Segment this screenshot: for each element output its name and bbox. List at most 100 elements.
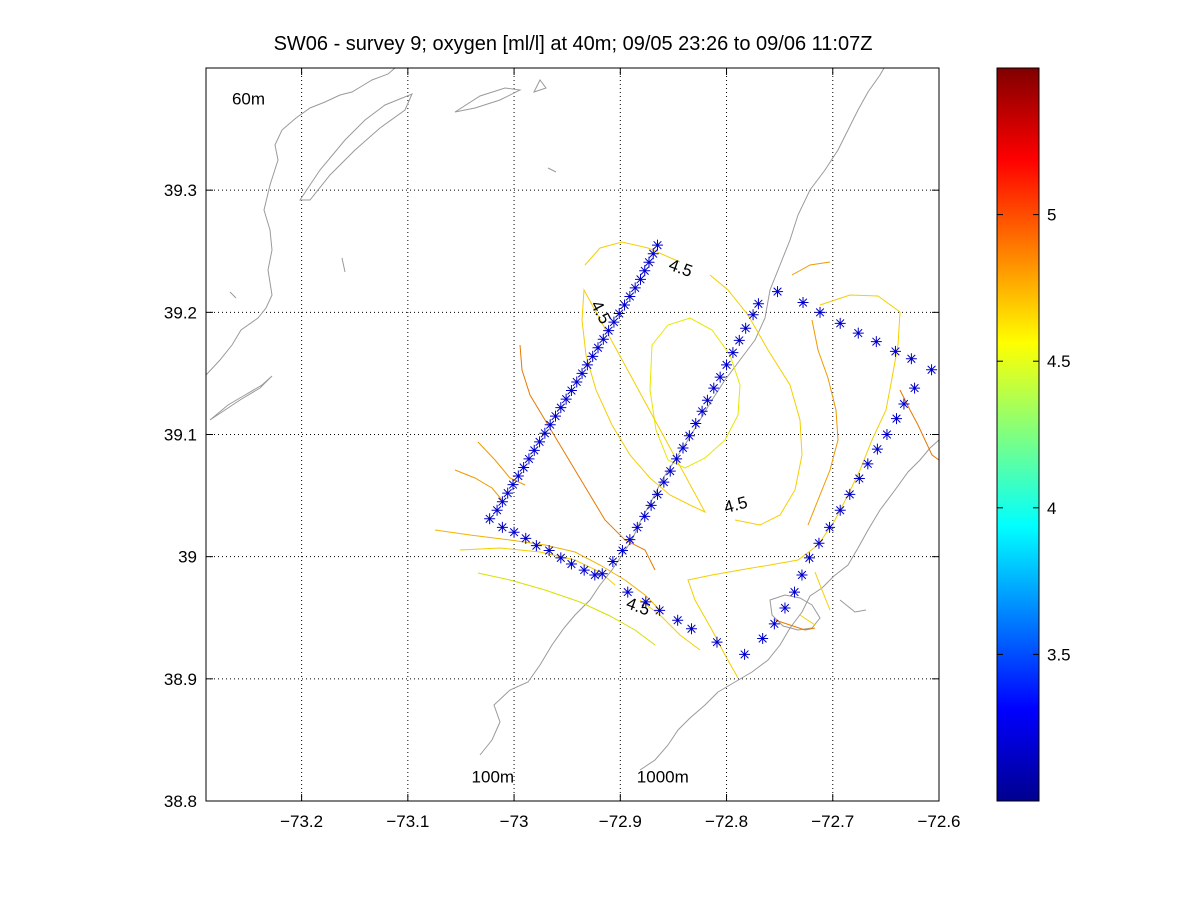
station-marker (613, 308, 625, 320)
station-marker (898, 398, 910, 410)
colorbar-tick-label: 3.5 (1047, 645, 1071, 664)
y-tick-label: 39.1 (164, 426, 197, 445)
station-marker (752, 298, 764, 310)
contour-4.6-line-west (454, 441, 526, 501)
y-axis-tick-labels: 38.8 38.9 39 39.1 39.2 39.3 (164, 181, 197, 811)
station-marker (555, 552, 567, 564)
station-marker (711, 636, 723, 648)
station-marker (747, 309, 759, 321)
station-marker (560, 393, 572, 405)
station-marker (576, 367, 588, 379)
station-marker (768, 618, 780, 630)
station-marker (834, 504, 846, 516)
station-marker (664, 465, 676, 477)
contour-4.5-line-east (687, 294, 901, 679)
contour-4.5-line-southeast (799, 571, 831, 626)
station-marker (587, 350, 599, 362)
station-marker (909, 382, 921, 394)
station-marker (624, 534, 636, 546)
isobath-1000m-line (639, 439, 939, 771)
contour-4.7-line-southeast (774, 619, 816, 631)
station-marker (685, 623, 697, 635)
station-marker (603, 325, 615, 337)
station-marker (491, 504, 503, 516)
station-marker (683, 430, 695, 442)
colorbar-tick-label: 4 (1047, 499, 1056, 518)
station-marker (645, 499, 657, 511)
station-marker (647, 248, 659, 260)
x-tick-label: −73 (500, 812, 529, 831)
isobath-60m-line (206, 68, 396, 376)
contour-4.6-line-east (791, 261, 839, 526)
contour-4.4-line (649, 317, 741, 469)
station-marker (813, 537, 825, 549)
station-marker (555, 402, 567, 414)
isobath-label: 1000m (637, 768, 689, 787)
station-marker (640, 596, 652, 608)
station-marker (565, 385, 577, 397)
station-marker (624, 290, 636, 302)
y-tick-label: 38.9 (164, 670, 197, 689)
station-marker (639, 265, 651, 277)
station-marker (871, 443, 883, 455)
station-marker (708, 382, 720, 394)
station-marker (629, 282, 641, 294)
station-marker (671, 453, 683, 465)
station-marker (789, 586, 801, 598)
oxygen-contours (434, 241, 939, 679)
station-marker (622, 586, 634, 598)
colorbar-frame (996, 67, 1040, 802)
station-marker (690, 418, 702, 430)
station-marker (592, 342, 604, 354)
station-marker (834, 317, 846, 329)
station-marker (853, 472, 865, 484)
station-marker (528, 444, 540, 456)
station-marker (616, 545, 628, 557)
colorbar-tick-label: 4.5 (1047, 352, 1071, 371)
station-marker (543, 545, 555, 557)
station-marker (643, 256, 655, 268)
station-marker (772, 286, 784, 298)
station-marker (581, 359, 593, 371)
axis-ticks (206, 68, 940, 802)
station-marker (502, 487, 514, 499)
station-marker (518, 461, 530, 473)
isobath-60m-fragment (229, 79, 557, 299)
station-marker (824, 521, 836, 533)
x-tick-label: −72.9 (599, 812, 642, 831)
station-marker (631, 521, 643, 533)
station-marker (619, 299, 631, 311)
station-marker (544, 419, 556, 431)
station-marker (727, 347, 739, 359)
isobath-label: 60m (232, 90, 265, 109)
y-tick-label: 39 (178, 548, 197, 567)
station-marker (651, 239, 663, 251)
y-tick-label: 38.8 (164, 792, 197, 811)
isobath-60m-island-1 (299, 93, 413, 201)
station-marker (889, 345, 901, 357)
station-marker (634, 273, 646, 285)
contour-4.5-line-west (581, 241, 803, 526)
station-marker (926, 364, 938, 376)
station-marker (796, 569, 808, 581)
station-marker (721, 359, 733, 371)
colorbar-ticks (997, 214, 1039, 655)
station-marker (862, 458, 874, 470)
isobath-60m-island-2 (454, 87, 522, 113)
station-marker (852, 327, 864, 339)
station-marker (608, 316, 620, 328)
station-marker (701, 394, 713, 406)
station-marker (757, 633, 769, 645)
station-marker (530, 540, 542, 552)
contour-4.7-line-west (519, 344, 656, 571)
station-marker (496, 496, 508, 508)
contour-4.7-line-east (899, 389, 939, 461)
station-marker (779, 602, 791, 614)
station-marker (740, 322, 752, 334)
station-marker (534, 436, 546, 448)
station-marker (891, 413, 903, 425)
plot-background (206, 68, 939, 801)
x-tick-label: −72.8 (705, 812, 748, 831)
station-marker (539, 427, 551, 439)
